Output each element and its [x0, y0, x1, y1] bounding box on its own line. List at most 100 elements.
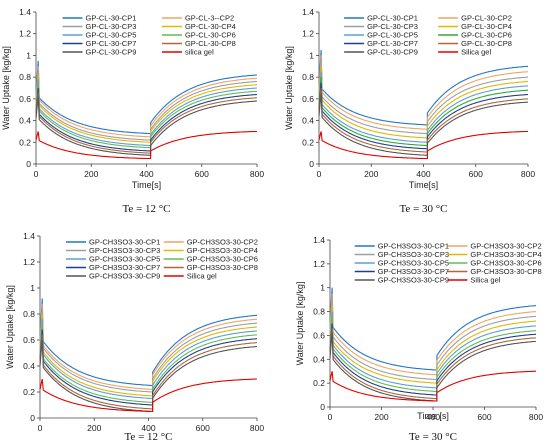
series-line-8 [39, 334, 258, 410]
series-line-5 [329, 311, 537, 389]
legend-entry: GP-CL-30-CP9 [86, 48, 137, 57]
y-tick-label: 0 [309, 159, 314, 169]
series-line-8 [329, 328, 537, 400]
x-tick-label: 800 [250, 423, 264, 433]
y-tick-label: 1.2 [302, 29, 314, 39]
legend-entry: GP-CH3SO3-30-CP8 [187, 263, 258, 272]
y-tick-label: 0.6 [302, 94, 314, 104]
legend-entry: GP-CL-30-CP5 [86, 31, 137, 40]
y-tick-label: 0.2 [19, 137, 31, 147]
x-tick-label: 200 [374, 412, 388, 422]
x-tick-label: 600 [195, 169, 209, 179]
x-tick-label: 600 [196, 423, 210, 433]
panel-caption: Te = 30 °C [399, 203, 447, 215]
x-tick-label: 0 [328, 412, 333, 422]
legend-entry: GP-CL-30-CP7 [367, 39, 418, 48]
legend-entry: GP-CH3SO3-30-CP6 [470, 259, 541, 268]
legend-entry: GP-CL-30-CP1 [367, 14, 418, 23]
legend-entry: GP-CH3SO3-30-CP7 [378, 267, 449, 276]
x-tick-label: 0 [34, 169, 39, 179]
legend-entry: GP-CL-30-CP8 [185, 39, 236, 48]
series-line-5 [318, 71, 529, 143]
x-tick-label: 600 [469, 169, 483, 179]
legend-entry: GP-CH3SO3-30-CP7 [89, 263, 160, 272]
series-line-10 [35, 130, 258, 160]
chart-panel-4: 0 0.2 0.4 0.6 0.8 1 1.2 1.4 0 200 400 600 800 Time [s… [295, 235, 543, 443]
y-tick-label: 0.2 [313, 378, 325, 388]
legend-entry: GP-CH3SO3-30-CP1 [89, 238, 160, 247]
x-tick-label: 200 [84, 169, 98, 179]
legend-entry: GP-CL-30-CP6 [461, 31, 512, 40]
y-tick-label: 1.2 [19, 29, 31, 39]
series-line-4 [318, 66, 529, 139]
y-tick-label: 0.8 [19, 72, 31, 82]
series-line-2 [318, 55, 529, 130]
legend-entry: GP-CL-30-CP7 [86, 39, 137, 48]
legend-entry: GP-CH3SO3-30-CP2 [187, 238, 258, 247]
legend-entry: GP-CH3SO3-30-CP4 [470, 250, 541, 259]
legend-entry: GP-CH3SO3-30-CP2 [470, 242, 541, 251]
y-tick-label: 1 [309, 50, 314, 60]
series-line-8 [318, 87, 528, 153]
y-tick-label: 1.2 [23, 257, 35, 267]
y-axis-label: Water Uptake [kg/kg] [295, 282, 305, 366]
series-line-7 [329, 323, 537, 396]
legend-entry: GP-CH3SO3-30-CP3 [89, 246, 160, 255]
y-tick-label: 0.6 [313, 330, 325, 340]
legend-entry: GP-CH3SO3-30-CP1 [378, 242, 449, 251]
series-line-3 [318, 60, 529, 135]
series-line-1 [35, 60, 258, 135]
legend-entry: GP-CL-30-CP1 [86, 14, 137, 23]
y-tick-label: 0.6 [19, 94, 31, 104]
series-line-7 [39, 329, 258, 406]
y-axis-label: Water Uptake [kg/kg] [5, 285, 15, 369]
series-line-1 [318, 49, 529, 126]
panel-caption: Te = 12 °C [124, 431, 172, 443]
legend-entry: GP-CH3SO3-30-CP4 [187, 246, 258, 255]
series-line-4 [329, 305, 537, 384]
y-tick-label: 1 [30, 283, 35, 293]
y-tick-label: 0.8 [23, 309, 35, 319]
x-tick-label: 200 [87, 423, 101, 433]
legend-entry: GP-CH3SO3-30-CP8 [470, 267, 541, 276]
y-tick-label: 0.8 [313, 307, 325, 317]
series-line-6 [329, 317, 536, 393]
series-line-2 [329, 293, 537, 376]
y-tick-label: 1.4 [19, 7, 31, 17]
series-line-9 [39, 339, 258, 413]
x-axis-label: Time [s] [417, 411, 449, 421]
y-tick-label: 0 [30, 413, 35, 423]
x-tick-label: 800 [250, 169, 264, 179]
series-line-3 [35, 70, 258, 141]
y-tick-label: 0 [26, 159, 31, 169]
series-line-8 [35, 92, 257, 154]
x-tick-label: 0 [317, 169, 322, 179]
panel-caption: Te = 30 °C [409, 431, 457, 443]
legend-entry: GP-CL-30-CP5 [367, 31, 418, 40]
y-tick-label: 1 [26, 50, 31, 60]
x-tick-label: 400 [141, 423, 155, 433]
y-tick-label: 1.4 [23, 231, 35, 241]
y-axis-label: Water Uptake [kg/kg] [284, 46, 294, 130]
y-tick-label: 0.4 [19, 116, 31, 126]
legend-entry: GP-CL-30-CP2 [461, 14, 512, 23]
legend-entry: GP-CL-30-CP4 [185, 22, 236, 31]
series-line-5 [35, 79, 258, 147]
y-tick-label: 0 [320, 402, 325, 412]
series-line-1 [329, 287, 537, 371]
y-tick-label: 0.2 [23, 387, 35, 397]
chart-panel-1: 0 0.2 0.4 0.6 0.8 1 1.2 1.4 0 200 400 600 800 Time[s]… [1, 7, 264, 215]
x-tick-label: 600 [477, 412, 491, 422]
legend-entry: Silica gel [461, 48, 491, 57]
series-line-6 [39, 324, 258, 403]
y-tick-label: 1.4 [302, 7, 314, 17]
legend-entry: GP-CH3SO3-30-CP6 [187, 255, 258, 264]
legend-entry: GP-CL-30-CP3 [367, 22, 418, 31]
legend-entry: GP-CL-3--CP2 [185, 14, 234, 23]
y-tick-label: 0.2 [302, 137, 314, 147]
y-axis-label: Water Uptake [kg/kg] [1, 46, 11, 130]
y-tick-label: 0.4 [302, 116, 314, 126]
series-line-6 [318, 77, 528, 147]
legend-entry: GP-CL-30-CP9 [367, 48, 418, 57]
